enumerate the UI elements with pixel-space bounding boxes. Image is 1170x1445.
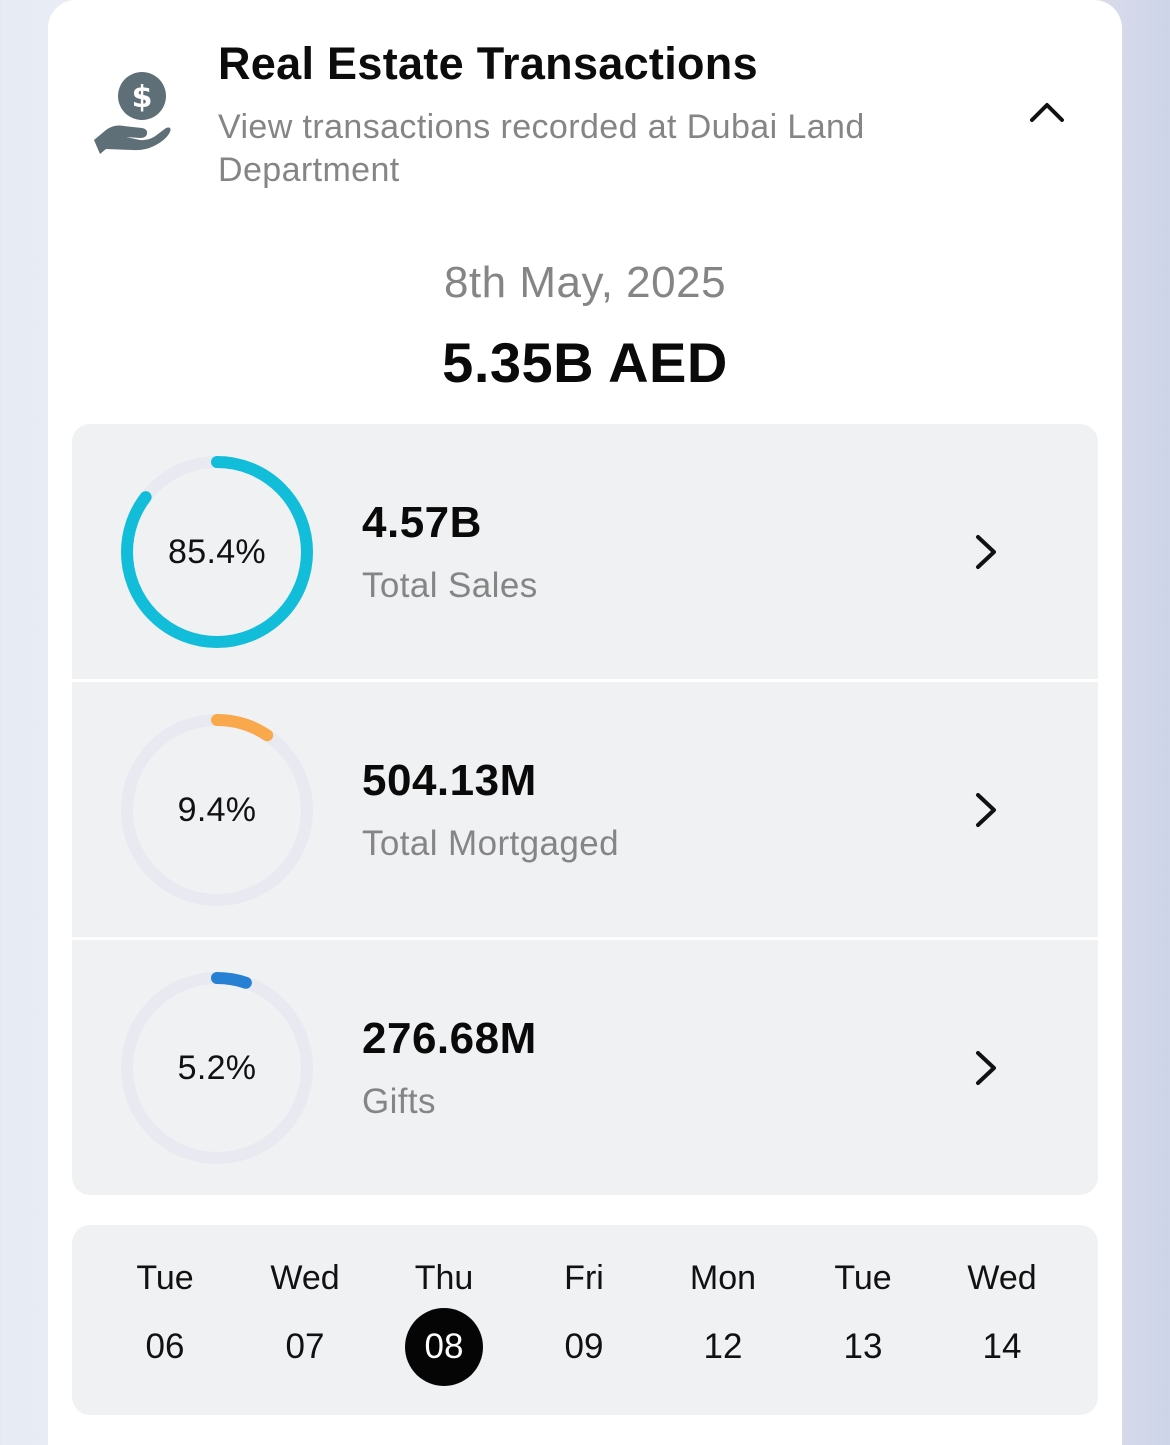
- day-number: 09: [564, 1327, 604, 1366]
- gifts-progress-ring: [121, 972, 313, 1164]
- transactions-card: $ Real Estate Transactions View transact…: [48, 0, 1122, 1445]
- mortgaged-label: Total Mortgaged: [362, 824, 619, 863]
- day-name: Mon: [689, 1259, 757, 1297]
- gifts-value: 276.68M: [362, 1014, 537, 1063]
- day-name: Tue: [136, 1259, 194, 1297]
- hand-dollar-icon: $: [94, 72, 171, 154]
- day-option[interactable]: Wed 07: [235, 1225, 375, 1415]
- day-number: 08: [405, 1308, 483, 1386]
- day-option[interactable]: Tue 06: [95, 1225, 235, 1415]
- breakdown-row-gifts[interactable]: 5.2% 276.68M Gifts: [72, 940, 1098, 1195]
- day-number: 12: [703, 1327, 743, 1366]
- day-name: Thu: [414, 1259, 474, 1297]
- sales-progress-ring: [121, 456, 313, 648]
- sales-label: Total Sales: [362, 566, 538, 605]
- day-number: 06: [145, 1327, 185, 1366]
- day-option[interactable]: Tue 13: [793, 1225, 933, 1415]
- gifts-percent: 5.2%: [177, 1048, 257, 1087]
- chevron-up-icon[interactable]: [1026, 96, 1068, 126]
- day-name: Wed: [967, 1259, 1037, 1297]
- day-selector: Tue 06 Wed 07 Thu 08 Fri 09 Mon 12 Tue 1…: [72, 1225, 1098, 1415]
- sales-value: 4.57B: [362, 498, 482, 547]
- total-amount: 5.35B AED: [442, 331, 728, 394]
- breakdown-list: 85.4% 4.57B Total Sales 9.4% 504.13M Tot…: [72, 424, 1098, 1195]
- day-option[interactable]: Wed 14: [932, 1225, 1072, 1415]
- gifts-label: Gifts: [362, 1082, 436, 1121]
- mortgaged-progress-ring: [121, 714, 313, 906]
- card-subtitle: View transactions recorded at Dubai Land…: [218, 108, 865, 189]
- breakdown-row-sales[interactable]: 85.4% 4.57B Total Sales: [72, 424, 1098, 679]
- day-number: 13: [843, 1327, 883, 1366]
- mortgaged-percent: 9.4%: [177, 790, 257, 829]
- selected-date: 8th May, 2025: [443, 258, 727, 307]
- day-name: Fri: [564, 1259, 604, 1297]
- card-title: Real Estate Transactions: [218, 38, 758, 89]
- sales-percent: 85.4%: [168, 532, 266, 571]
- svg-text:$: $: [132, 80, 153, 115]
- chevron-right-icon: [976, 1051, 996, 1085]
- day-number: 07: [285, 1327, 325, 1366]
- mortgaged-value: 504.13M: [362, 756, 537, 805]
- day-number: 14: [982, 1327, 1022, 1366]
- chevron-right-icon: [976, 535, 996, 569]
- day-name: Tue: [834, 1259, 892, 1297]
- card-header[interactable]: $ Real Estate Transactions View transact…: [48, 0, 1122, 220]
- day-option[interactable]: Fri 09: [514, 1225, 654, 1415]
- chevron-right-icon: [976, 793, 996, 827]
- breakdown-row-mortgaged[interactable]: 9.4% 504.13M Total Mortgaged: [72, 682, 1098, 937]
- day-option[interactable]: Mon 12: [653, 1225, 793, 1415]
- day-name: Wed: [270, 1259, 340, 1297]
- day-option[interactable]: Thu 08: [374, 1225, 514, 1415]
